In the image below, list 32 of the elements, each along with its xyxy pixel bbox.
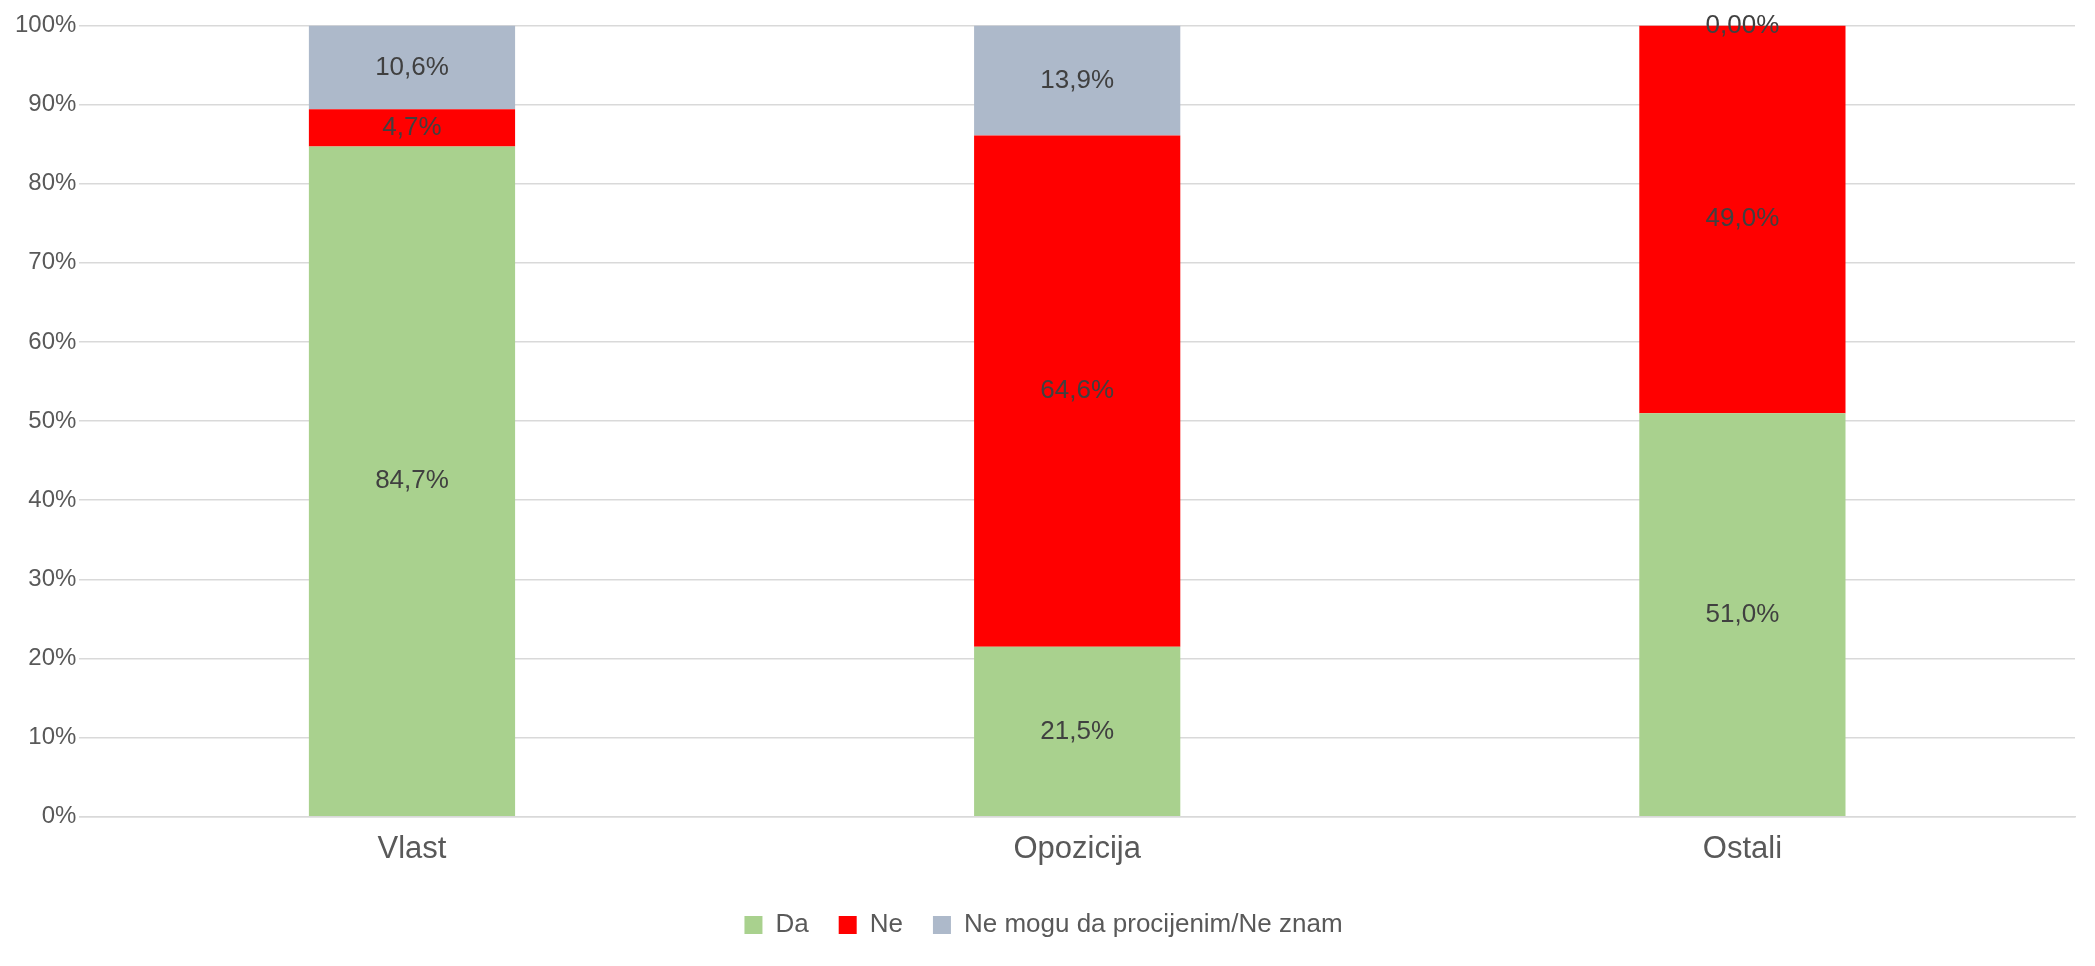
bar (308, 146, 516, 817)
data-label: 10,6% (375, 50, 449, 81)
bar (1639, 413, 1846, 817)
bar (974, 646, 1181, 817)
legend-label: Da (775, 908, 810, 939)
data-label: 4,7% (382, 111, 442, 142)
legend-label: Ne (869, 908, 903, 939)
data-label: 84,7% (375, 464, 449, 495)
y-tick-label: 10% (28, 722, 77, 750)
y-tick-label: 100% (14, 10, 77, 38)
data-label: 49,0% (1705, 202, 1780, 233)
x-tick-label: Opozicija (1013, 829, 1142, 865)
y-tick-label: 90% (28, 89, 77, 117)
y-tick-label: 20% (28, 643, 77, 671)
bar (308, 25, 516, 110)
y-tick-label: 60% (28, 326, 77, 354)
bar (974, 135, 1181, 647)
data-label: 21,5% (1040, 714, 1115, 745)
x-tick-label: Vlast (377, 829, 447, 865)
y-tick-label: 0% (41, 801, 77, 829)
x-tick-label: Ostali (1702, 829, 1783, 865)
data-label: 51,0% (1705, 597, 1780, 628)
y-tick-label: 70% (28, 247, 77, 275)
data-label: 64,6% (1040, 374, 1115, 405)
data-label: 13,9% (1040, 63, 1115, 94)
y-tick-label: 80% (28, 168, 77, 196)
bar (308, 109, 516, 147)
bar (974, 25, 1181, 136)
legend-label: Ne mogu da procijenim/Ne znam (963, 908, 1343, 939)
y-tick-label: 50% (28, 405, 77, 433)
y-tick-label: 30% (28, 564, 77, 592)
y-tick-label: 40% (28, 484, 77, 512)
